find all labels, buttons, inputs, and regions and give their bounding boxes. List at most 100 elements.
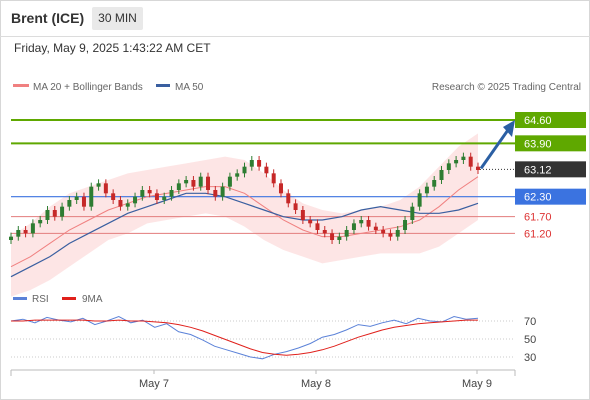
candle-body: [366, 220, 371, 227]
candle-body: [249, 160, 254, 167]
candle-body: [118, 200, 123, 207]
timestamp: Friday, May 9, 2025 1:43:22 AM CET: [14, 41, 211, 55]
level-box-63-12: [515, 161, 586, 178]
candle-body: [191, 180, 196, 187]
candle-body: [454, 160, 459, 164]
candle-body: [198, 176, 203, 187]
candle-body: [162, 196, 167, 200]
x-tick-label-2: May 9: [462, 378, 492, 390]
candle-body: [67, 200, 72, 207]
candle-body: [103, 183, 108, 194]
chart-header: Brent (ICE) 30 MIN: [0, 0, 590, 37]
level-box-64-60: [515, 112, 586, 128]
candle-body: [476, 166, 480, 170]
candle-body: [52, 210, 57, 217]
candle-body: [169, 190, 174, 197]
ma50-line: [10, 192, 479, 278]
candle-body: [96, 183, 101, 187]
candle-body: [359, 220, 364, 224]
ma50-legend-swatch: [156, 84, 170, 87]
candle-body: [373, 226, 378, 230]
candle-body: [60, 206, 65, 217]
candle-body: [147, 190, 152, 194]
candle-body: [74, 196, 79, 200]
candle-body: [154, 193, 159, 200]
candle-body: [227, 176, 232, 187]
timeframe-button[interactable]: 30 MIN: [92, 7, 143, 30]
candle-body: [308, 220, 313, 224]
candle-body: [293, 203, 298, 210]
candle-body: [388, 233, 393, 237]
candle-body: [271, 173, 276, 184]
candle-body: [286, 193, 291, 204]
level-box-62-30: [515, 188, 586, 205]
candle-body: [315, 223, 320, 230]
rsi-tick-30: 30: [524, 352, 536, 364]
candle-body: [461, 156, 466, 160]
candle-body: [184, 180, 189, 184]
candle-body: [439, 170, 444, 180]
x-tick-label-0: May 7: [139, 378, 169, 390]
level-label-61-20: 61.20: [524, 228, 552, 240]
candle-body: [45, 210, 50, 220]
level-label-62-30: 62.30: [524, 192, 552, 204]
candle-body: [264, 166, 269, 174]
candle-body: [403, 220, 408, 230]
candle-body: [235, 173, 240, 177]
candle-body: [424, 186, 429, 194]
rsi-legend-label: RSI: [32, 294, 49, 305]
rsi-line: [10, 315, 479, 360]
candle-body: [257, 160, 262, 167]
candle-body: [111, 193, 116, 200]
candle-body: [395, 230, 400, 237]
candle-body: [344, 230, 349, 237]
ma20-line: [10, 176, 479, 268]
candle-body: [322, 230, 327, 234]
instrument-title: Brent (ICE): [11, 10, 85, 26]
candle-body: [300, 210, 305, 220]
candle-body: [242, 166, 247, 174]
candle-body: [337, 236, 342, 240]
candle-body: [213, 190, 218, 197]
candle-body: [220, 186, 225, 197]
rsi-legend-swatch: [13, 297, 27, 300]
candle-body: [176, 183, 181, 190]
candle-body: [81, 196, 86, 207]
rsi-ma-legend-swatch: [62, 297, 76, 300]
candle-body: [30, 223, 35, 234]
candle-body: [432, 180, 437, 187]
rsi-ma-legend-label: 9MA: [82, 294, 103, 305]
candle-body: [38, 220, 43, 224]
candle-body: [381, 230, 386, 234]
candle-body: [23, 230, 28, 234]
ma50-legend-label: MA 50: [175, 82, 204, 93]
candle-body: [89, 186, 94, 207]
candle-body: [330, 233, 335, 240]
candle-body: [125, 203, 130, 207]
ma20-legend-swatch: [13, 84, 29, 87]
level-label-61-70: 61.70: [524, 212, 552, 224]
level-label-63-12: 63.12: [524, 164, 552, 176]
level-box-63-90: [515, 135, 586, 152]
rsi-tick-50: 50: [524, 334, 536, 346]
rsi-tick-70: 70: [524, 316, 536, 328]
candle-body: [417, 193, 422, 207]
candle-body: [133, 196, 138, 204]
candle-body: [351, 223, 356, 230]
candle-body: [206, 176, 211, 190]
level-label-64-60: 64.60: [524, 115, 552, 127]
credit-label: Research © 2025 Trading Central: [432, 82, 581, 93]
candle-body: [410, 206, 415, 220]
projection-arrow-shaft: [479, 129, 510, 170]
projection-arrow-head: [503, 120, 515, 137]
candle-body: [16, 230, 21, 237]
x-tick-label-1: May 8: [301, 378, 331, 390]
candle-body: [9, 236, 13, 240]
candle-body: [278, 183, 283, 194]
candle-body: [140, 190, 145, 197]
bollinger-bands: [11, 133, 478, 297]
candle-body: [446, 163, 451, 170]
ma20-legend-label: MA 20 + Bollinger Bands: [33, 82, 143, 93]
level-label-63-90: 63.90: [524, 138, 552, 150]
